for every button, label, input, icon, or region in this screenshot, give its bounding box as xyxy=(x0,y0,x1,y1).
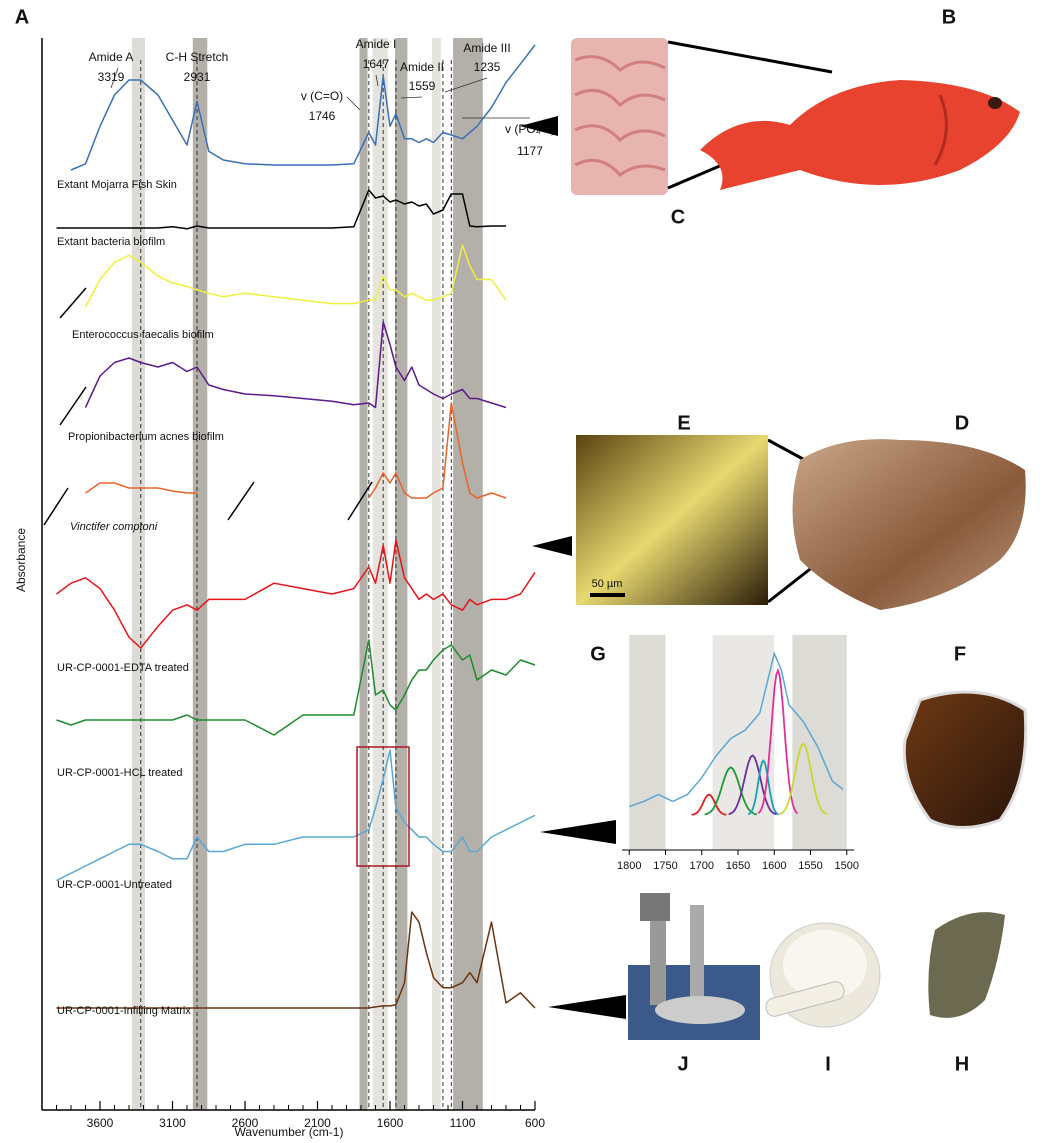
panel-label: A xyxy=(15,6,29,28)
panel-label: J xyxy=(677,1053,688,1075)
annotation-value: 1177 xyxy=(517,144,543,158)
series-label: Propionibacterium acnes biofilm xyxy=(68,431,224,443)
photo-instrument xyxy=(628,893,760,1040)
annotation-value: 3319 xyxy=(98,70,125,84)
x-axis-title: Wavenumber (cm-1) xyxy=(235,1125,344,1139)
photo-sample xyxy=(928,912,1005,1018)
band xyxy=(713,635,775,850)
series-label: UR-CP-0001-EDTA treated xyxy=(57,662,189,674)
band xyxy=(792,635,846,850)
axis-breaks xyxy=(44,288,372,525)
photo-mortar xyxy=(764,923,880,1027)
annotation-value: 1746 xyxy=(309,109,336,123)
spectrum-line xyxy=(86,245,507,307)
x-tick-label: 1600 xyxy=(377,1116,404,1130)
annotation-label: Amide III xyxy=(463,41,510,55)
y-axis-title: Absorbance xyxy=(14,528,28,592)
panel-label: D xyxy=(955,412,969,434)
panel-label: C xyxy=(671,206,685,228)
leader xyxy=(347,97,360,110)
annotation-value: 1235 xyxy=(474,60,501,74)
band xyxy=(453,38,483,1110)
panel-label: F xyxy=(954,643,966,665)
x-tick-label: 1100 xyxy=(450,1116,476,1130)
main-chart: Amide A 3319 C-H Stretch 2931 Amide I 1647 v (… xyxy=(14,37,555,1139)
band xyxy=(193,38,208,1110)
photo-fish-skin xyxy=(571,38,668,195)
photo-fossil xyxy=(793,439,1026,610)
photo-fragment xyxy=(904,692,1025,828)
series-label: UR-CP-0001-Untreated xyxy=(57,879,172,891)
panel-label: H xyxy=(955,1053,969,1075)
photo-fish xyxy=(700,80,1020,190)
x-tick-label: 1750 xyxy=(653,860,677,872)
panel-label: I xyxy=(825,1053,831,1075)
x-tick-label: 1600 xyxy=(762,860,786,872)
panel-label: E xyxy=(677,412,690,434)
x-tick-label: 3600 xyxy=(87,1116,114,1130)
figure: Amide A 3319 C-H Stretch 2931 Amide I 1647 v (… xyxy=(0,0,1042,1143)
band xyxy=(432,38,441,1110)
annotation-label: Amide II xyxy=(400,60,444,74)
x-tick-label: 3100 xyxy=(159,1116,186,1130)
band xyxy=(395,38,407,1110)
inset-chart: 1800 1750 1700 1650 1600 1550 1500 xyxy=(617,635,859,872)
series-label: UR-CP-0001-HCL treated xyxy=(57,767,183,779)
series-label: Extant bacteria biofilm xyxy=(57,236,165,248)
x-tick-label: 1700 xyxy=(690,860,714,872)
x-tick-label: 1500 xyxy=(835,860,859,872)
panel-label: B xyxy=(942,6,956,28)
series-label: UR-CP-0001-Infilling Matrix xyxy=(57,1005,191,1017)
photo-microscope: 50 µm xyxy=(576,435,768,605)
annotation-value: 2931 xyxy=(184,70,211,84)
panel-label: G xyxy=(590,643,606,665)
series-label: Enterococcus faecalis biofilm xyxy=(72,329,214,341)
x-tick-label: 600 xyxy=(525,1116,545,1130)
series-label: Extant Mojarra Fish Skin xyxy=(57,179,177,191)
annotation-label: v (C=O) xyxy=(301,89,343,103)
annotation-label: Amide I xyxy=(356,37,397,51)
annotation-label: Amide A xyxy=(89,50,134,64)
series-label: Vinctifer comptoni xyxy=(70,521,158,533)
annotation-value: 1559 xyxy=(409,79,436,93)
band xyxy=(132,38,145,1110)
band xyxy=(629,635,665,850)
scale-bar-label: 50 µm xyxy=(592,578,623,590)
x-tick-label: 1650 xyxy=(726,860,750,872)
annotation-label: C-H Stretch xyxy=(166,50,229,64)
x-tick-label: 1550 xyxy=(798,860,822,872)
annotation-value: 1647 xyxy=(363,57,390,71)
x-tick-label: 1800 xyxy=(617,860,641,872)
